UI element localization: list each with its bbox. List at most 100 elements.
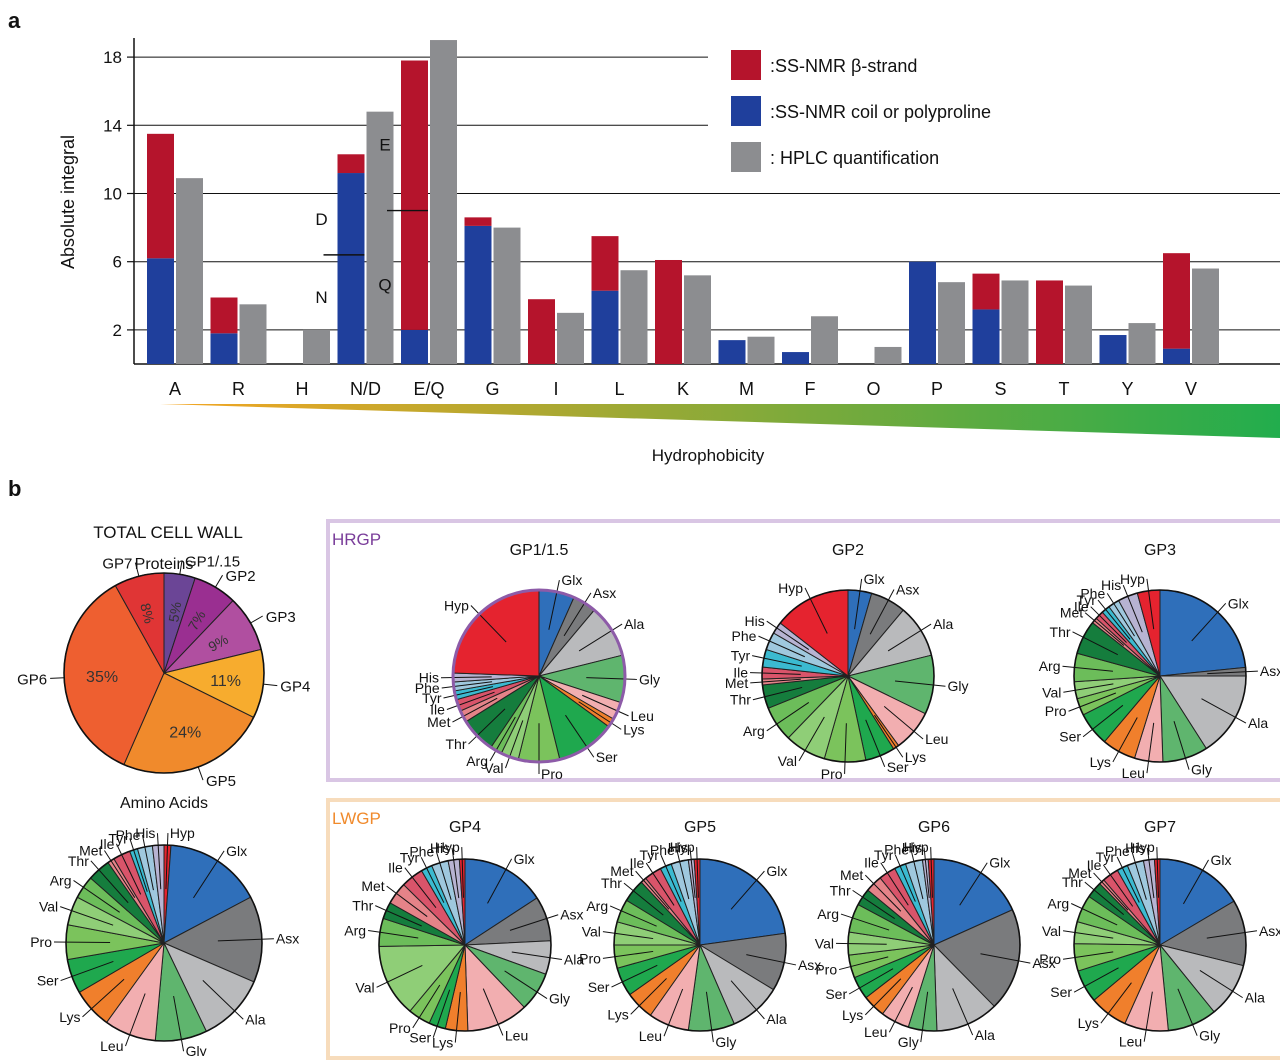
pie-gp1-leader-Thr — [468, 708, 506, 745]
pie-total-leader-Hyp — [165, 833, 169, 890]
pie-gp2-label-Asx: Asx — [896, 581, 919, 597]
legend-swatch-1 — [731, 96, 761, 126]
pie-gp7-label-Leu: Leu — [1119, 1034, 1142, 1050]
bar-beta-T — [1036, 280, 1063, 364]
pie-gp5-leader-Asx — [746, 954, 797, 966]
pie-gp1-leader-Ser — [565, 714, 595, 758]
pie-gp1-label-Ile: Ile — [430, 702, 445, 718]
pie-total-label-Val: Val — [39, 899, 58, 915]
pie-gp5-label-Arg: Arg — [586, 898, 608, 914]
pie-gp4-label-His: His — [430, 840, 450, 856]
pie-gp1-label-Gly: Gly — [639, 671, 660, 687]
x-tick-label-8: K — [677, 379, 689, 399]
bar-hplc-I — [557, 312, 584, 364]
proteins-label-2: GP3 — [266, 609, 296, 626]
pie-gp5-leader-Tyr — [660, 854, 682, 902]
bar-hplc-G — [493, 227, 521, 364]
pie-gp4-leader-Hyp — [461, 847, 464, 898]
pie-gp1-leader-Asx — [563, 592, 592, 637]
pie-gp1-label-Ser: Ser — [596, 749, 618, 765]
pie-gp6-label-Ser: Ser — [825, 986, 847, 1002]
pie-gp7-label-Asx: Asx — [1259, 923, 1280, 939]
pie-gp7-leader-Thr — [1084, 881, 1125, 916]
hrgp-frame — [326, 519, 1280, 782]
lwgp-label: LWGP — [332, 809, 381, 828]
proteins-leader-0 — [179, 560, 183, 575]
pie-gp6-label-Val: Val — [815, 935, 834, 951]
pie-gp2-label-Phe: Phe — [732, 628, 757, 644]
pie-gp3-leader-Val — [1063, 683, 1114, 693]
pie-gp1-leader-Lys — [578, 701, 622, 730]
pie-gp2-label-Thr: Thr — [730, 692, 751, 708]
pie-gp1-label-Thr: Thr — [446, 736, 467, 752]
bar-hplc-T — [1065, 285, 1092, 364]
pie-gp1-leader-Phe — [441, 681, 493, 689]
pie-gp4-leader-Glx — [487, 858, 513, 904]
pie-gp1-leader-Val — [505, 720, 524, 769]
proteins-leader-3 — [263, 683, 278, 687]
pie-gp2-label-Hyp: Hyp — [778, 580, 803, 596]
pie-gp2-label-His: His — [745, 613, 765, 629]
bar-hplc-V — [1192, 268, 1219, 364]
bar-hplc-M — [747, 336, 775, 364]
pie-gp3-leader-Hyp — [1146, 578, 1155, 630]
pie-gp3-leader-Phe — [1106, 593, 1135, 637]
pie-total-leader-Lys — [82, 978, 125, 1018]
y-tick-label-6: 6 — [113, 253, 122, 272]
legend-label-0: :SS-NMR β-strand — [770, 56, 917, 76]
pie-gp7-label-Ala: Ala — [1245, 990, 1265, 1006]
pie-gp4-leader-Ala — [511, 951, 562, 961]
bar-coil-L — [591, 290, 619, 364]
panel-b-letter: b — [8, 476, 22, 501]
bar-coil-Y — [1099, 335, 1127, 364]
pie-gp2-leader-Arg — [766, 702, 810, 732]
pie-gp3-leader-Tyr — [1097, 599, 1131, 640]
pie-gp6-leader-Pro — [839, 956, 889, 971]
pie-title-gp6: GP6 — [918, 819, 950, 836]
bar-coil-P — [909, 261, 936, 364]
bar-coil-N/D — [337, 173, 365, 364]
panel-a-letter: a — [8, 8, 21, 33]
pie-gp4-leader-Phe — [435, 851, 452, 900]
pie-total-label-Gly: Gly — [186, 1043, 207, 1056]
pie-gp5-leader-Glx — [730, 870, 765, 910]
pie-gp7-leader-Asx — [1206, 930, 1258, 939]
pie-gp6-label-Asx: Asx — [1032, 955, 1055, 971]
bar-coil-V — [1163, 348, 1190, 364]
pie-gp3-leader-Met — [1084, 612, 1125, 646]
pie-total-outline — [65, 844, 263, 1042]
pie-gp7-label-Met: Met — [1068, 865, 1091, 881]
pie-total-leader-Phe — [142, 835, 154, 891]
pie-total-label-Ser: Ser — [37, 973, 59, 989]
pie-gp6-leader-Ala — [952, 988, 974, 1036]
pie-gp1-label-Tyr: Tyr — [422, 690, 442, 706]
pie-gp2-leader-Pro — [844, 723, 847, 774]
bar-beta-R — [210, 297, 238, 334]
pie-gp2-leader-Glx — [854, 578, 863, 630]
pie-gp3-leader-Glx — [1191, 602, 1227, 642]
pie-gp3-label-Ile: Ile — [1074, 599, 1089, 615]
pie-gp7-leader-Val — [1062, 930, 1114, 939]
bar-coil-F — [782, 352, 809, 364]
bar-hplc-N/D — [366, 111, 394, 364]
pie-gp6-leader-Ser — [848, 968, 894, 995]
bar-beta-L — [591, 236, 619, 291]
pie-gp3-leader-Gly — [1173, 721, 1190, 770]
bar-beta-N/D — [337, 154, 365, 174]
y-tick-label-2: 2 — [113, 321, 122, 340]
pie-total-leader-Met — [104, 850, 136, 898]
pie-gp7-leader-Phe — [1131, 850, 1147, 900]
pie-gp7-label-Hyp: Hyp — [1130, 839, 1155, 855]
pie-gp3-label-Glx: Glx — [1228, 595, 1249, 611]
pie-gp3-leader-Arg — [1062, 665, 1113, 672]
pie-gp1-label-Arg: Arg — [466, 753, 488, 769]
pie-total-leader-Val — [60, 906, 114, 926]
pie-gp3-leader-Thr — [1072, 631, 1119, 656]
pie-title-gp2: GP2 — [832, 542, 864, 559]
pie-gp4-outline — [378, 858, 552, 1032]
pie-gp1-label-Ala: Ala — [624, 616, 644, 632]
pie-gp3-leader-Ser — [1082, 704, 1124, 738]
pie-total-label-Leu: Leu — [100, 1038, 123, 1054]
pie-gp5-leader-Val — [602, 931, 654, 940]
pie-gp1-label-Pro: Pro — [541, 766, 563, 782]
